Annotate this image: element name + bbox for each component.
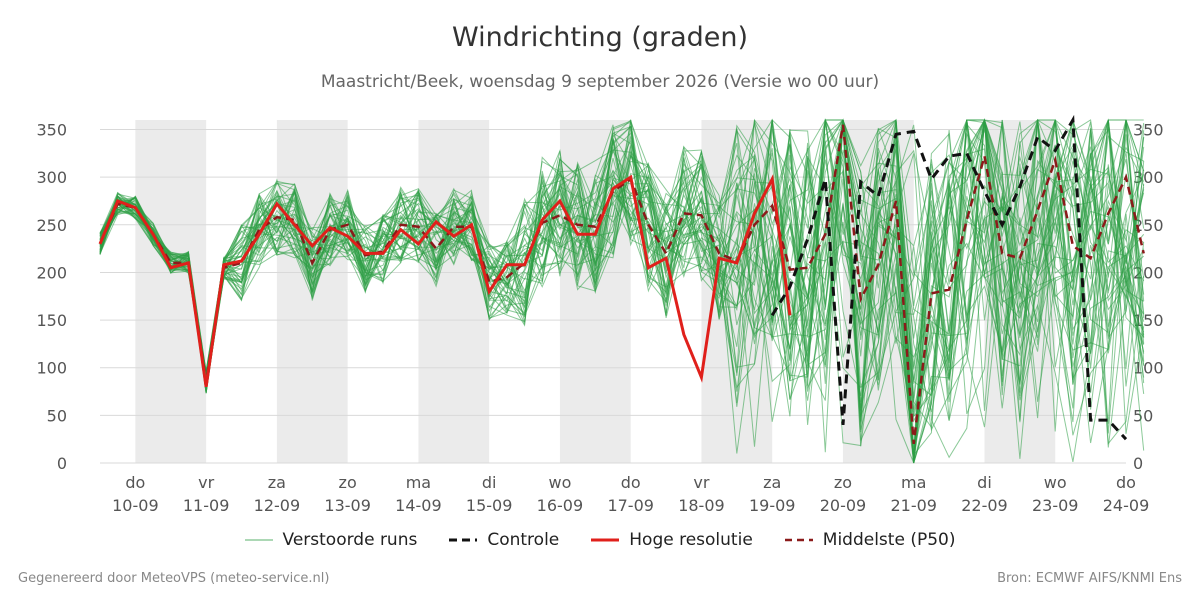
legend-item-highres: Hoge resolutie xyxy=(591,530,753,550)
x-tick-day: do xyxy=(621,473,641,492)
legend-label-median: Middelste (P50) xyxy=(822,530,956,550)
x-tick-date: 21-09 xyxy=(890,496,937,515)
x-tick-date: 11-09 xyxy=(183,496,230,515)
y-tick-label-left: 50 xyxy=(47,406,67,425)
y-tick-label-left: 150 xyxy=(36,311,67,330)
x-tick-day: ma xyxy=(901,473,926,492)
legend-label-highres: Hoge resolutie xyxy=(629,530,753,550)
legend-swatch-highres xyxy=(591,538,620,542)
x-tick-date: 23-09 xyxy=(1032,496,1079,515)
chart-subtitle: Maastricht/Beek, woensdag 9 september 20… xyxy=(320,72,880,92)
x-tick-date: 17-09 xyxy=(607,496,654,515)
y-tick-label-right: 50 xyxy=(1133,406,1153,425)
x-tick-date: 10-09 xyxy=(112,496,159,515)
x-tick-date: 14-09 xyxy=(395,496,442,515)
x-tick-day: zo xyxy=(339,473,357,492)
x-tick-date: 22-09 xyxy=(961,496,1008,515)
day-band xyxy=(418,120,490,463)
x-tick-date: 12-09 xyxy=(254,496,301,515)
day-band xyxy=(135,120,207,463)
y-tick-label-left: 100 xyxy=(36,359,67,378)
ensemble-member-line xyxy=(99,119,1145,454)
y-tick-label-left: 350 xyxy=(36,121,67,140)
series-median-line xyxy=(98,124,1145,445)
chart-title: Windrichting (graden) xyxy=(451,22,749,53)
y-tick-label-right: 250 xyxy=(1133,216,1164,235)
x-tick-date: 24-09 xyxy=(1103,496,1150,515)
ensemble-member-line xyxy=(99,119,1145,418)
legend-label-ensemble: Verstoorde runs xyxy=(282,530,418,550)
x-tick-date: 18-09 xyxy=(678,496,725,515)
x-tick-day: di xyxy=(482,473,497,492)
y-tick-label-left: 200 xyxy=(36,263,67,282)
x-tick-date: 15-09 xyxy=(466,496,513,515)
legend-swatch-ensemble xyxy=(244,539,273,541)
legend-swatch-control xyxy=(449,538,478,542)
legend-swatch-median xyxy=(784,538,813,542)
ensemble-member-line xyxy=(99,118,1145,464)
y-tick-label-left: 250 xyxy=(36,216,67,235)
x-tick-day: do xyxy=(125,473,145,492)
series-highres-line xyxy=(98,174,792,388)
x-tick-date: 13-09 xyxy=(324,496,371,515)
y-tick-label-right: 350 xyxy=(1133,121,1164,140)
x-tick-day: za xyxy=(763,473,781,492)
x-tick-day: zo xyxy=(834,473,852,492)
legend-label-control: Controle xyxy=(487,530,560,550)
x-tick-day: wo xyxy=(1044,473,1067,492)
ensemble-member-line xyxy=(99,121,1145,464)
y-tick-label-left: 300 xyxy=(36,168,67,187)
x-tick-day: do xyxy=(1116,473,1136,492)
series-control-line xyxy=(770,114,1128,441)
x-tick-day: wo xyxy=(548,473,571,492)
legend-item-control: Controle xyxy=(449,530,559,550)
x-tick-date: 20-09 xyxy=(820,496,867,515)
y-tick-label-left: 0 xyxy=(57,454,67,473)
x-tick-day: za xyxy=(268,473,286,492)
footer-generator: Gegenereerd door MeteoVPS (meteo-service… xyxy=(18,571,330,586)
legend-item-median: Middelste (P50) xyxy=(784,530,956,550)
ensemble-member-line xyxy=(99,119,1145,448)
chart-legend: Verstoorde runs Controle Hoge resolutie … xyxy=(0,530,1200,550)
x-tick-day: vr xyxy=(693,473,709,492)
x-tick-date: 19-09 xyxy=(749,496,796,515)
x-tick-date: 16-09 xyxy=(537,496,584,515)
legend-item-ensemble: Verstoorde runs xyxy=(244,530,418,550)
y-tick-label-right: 0 xyxy=(1133,454,1143,473)
x-tick-day: ma xyxy=(406,473,431,492)
x-tick-day: vr xyxy=(198,473,214,492)
footer-source: Bron: ECMWF AIFS/KNMI Ens xyxy=(997,571,1182,586)
x-tick-day: di xyxy=(977,473,992,492)
